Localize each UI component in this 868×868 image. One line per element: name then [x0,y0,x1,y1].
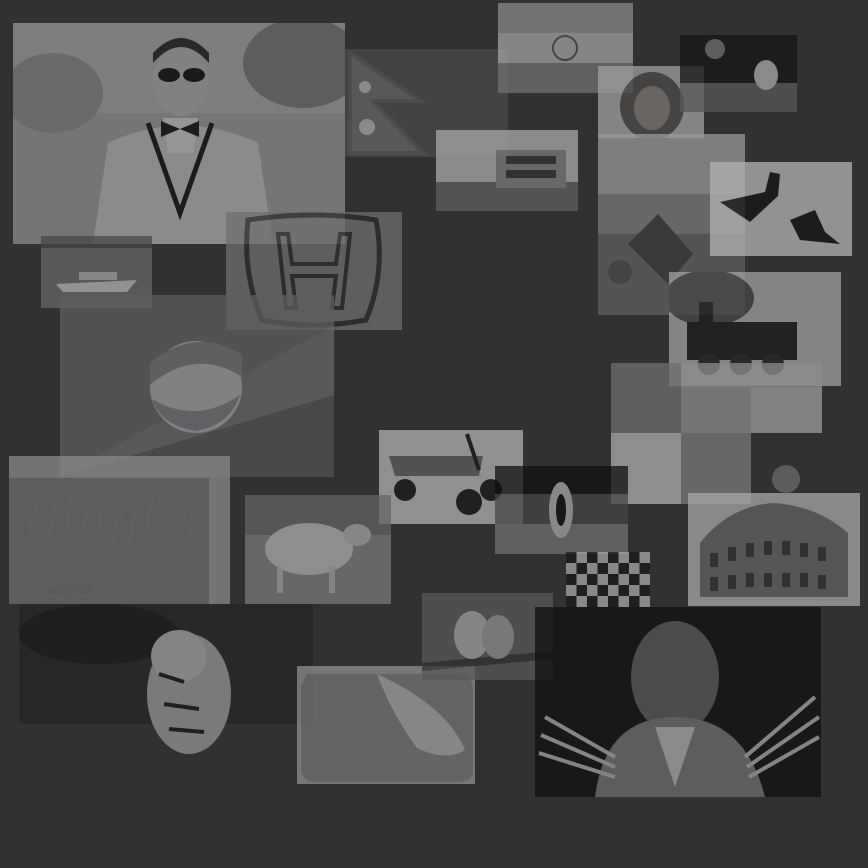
wolverine-photo [535,607,821,797]
peeled-sticker-image [297,666,475,784]
singles-year: est. 2009 [47,582,91,596]
pepsi-can-image [60,295,334,477]
rugby-ball-field-photo [680,35,797,112]
singles-poster-image: Singles est. 2009 [9,456,230,604]
birds-on-branch-photo [422,593,553,680]
animated-characters-collage [611,363,822,504]
checkered-flag-image [566,552,650,607]
singles-title: Singles [27,490,213,546]
sheep-photo [245,495,391,604]
paddle-steamer-photo [436,130,578,211]
tiger-in-water-photo [19,604,313,800]
martial-arts-kick-photo [710,162,852,256]
kenya-shield-flag-image [495,466,628,554]
tuxedo-sunglasses-photo [13,23,345,244]
colosseum-photo [688,493,860,606]
